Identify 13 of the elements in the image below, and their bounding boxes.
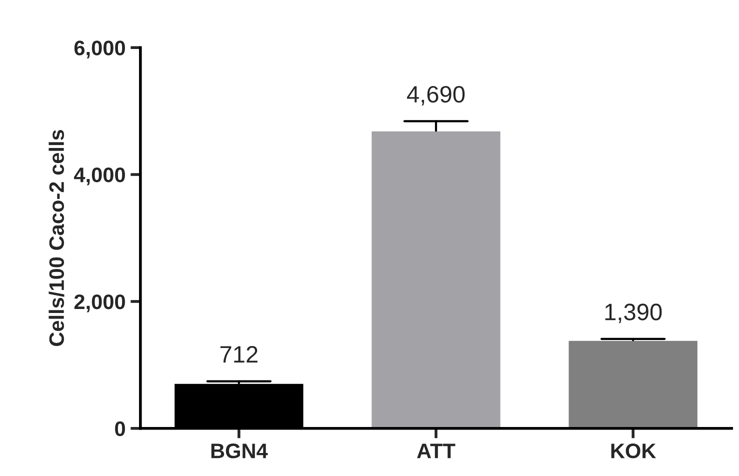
y-tick-label: 4,000 bbox=[74, 168, 125, 186]
y-tick-label: 0 bbox=[115, 421, 125, 436]
data-label: 1,390 bbox=[605, 304, 662, 324]
x-tick-label: BGN4 bbox=[211, 444, 268, 458]
data-label: 4,690 bbox=[407, 86, 465, 106]
x-tick-label: ATT bbox=[417, 444, 456, 458]
bar bbox=[567, 339, 699, 428]
y-axis-title: Cells/100 Caco-2 cells bbox=[48, 130, 64, 346]
bar bbox=[370, 130, 502, 428]
data-label: 712 bbox=[220, 346, 258, 363]
y-tick-label: 6,000 bbox=[74, 40, 125, 58]
y-tick-label: 2,000 bbox=[74, 294, 125, 312]
x-tick-label: KOK bbox=[611, 444, 656, 458]
